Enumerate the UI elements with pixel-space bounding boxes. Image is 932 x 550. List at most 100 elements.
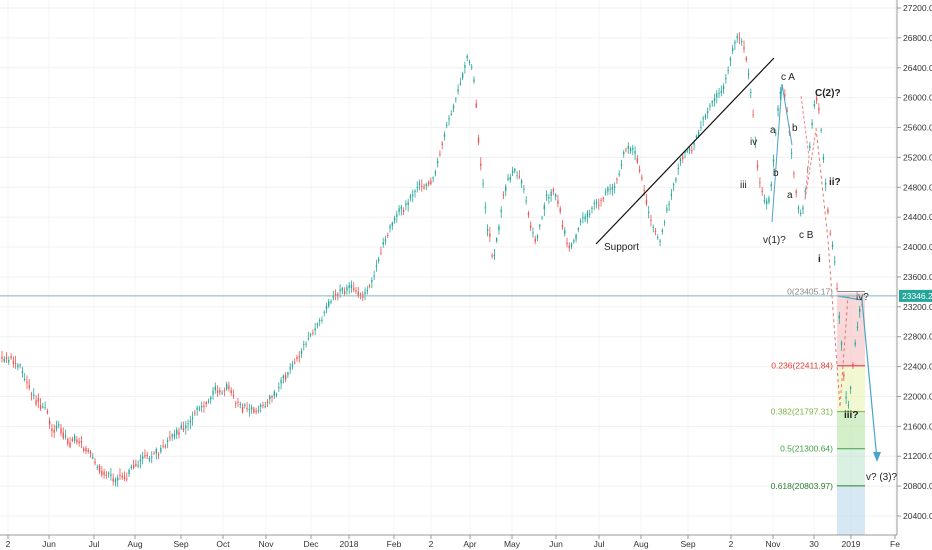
y-tick-label: 27200.00 [903,3,932,13]
candle-body [323,311,325,313]
annotation-support: Support [604,242,639,253]
candle-body [604,191,607,193]
x-tick-label: 2019 [842,539,861,549]
candle-body [561,224,564,228]
candle-body [8,359,10,363]
x-tick-label: 2018 [340,539,359,549]
candle-body [121,475,123,478]
candle-body [688,148,691,151]
y-tick-label: 20800.00 [903,481,932,491]
candle-body [779,91,781,94]
fib-zone-0-0236 [837,293,865,367]
candle-body [107,472,110,474]
candle-body [441,143,443,146]
candle-body [854,342,856,345]
candle-body [707,111,709,114]
candle-body [718,92,720,95]
candle-body [625,149,627,151]
candle-body [475,103,477,108]
candle-body [191,417,194,419]
annotation-ii: ii? [829,177,841,188]
candle-body [772,159,775,162]
x-tick-label: Aug [633,539,648,549]
candle-body [194,412,196,414]
candle-body [743,47,745,50]
support-trendline[interactable] [595,57,775,245]
candle-body [686,150,688,152]
candle-body [461,73,464,79]
candle-body [307,338,310,340]
candle-body [507,177,509,180]
candle-body [346,287,348,291]
candle-body [273,391,275,397]
candle-body [473,79,475,82]
candle-body [24,378,26,380]
candle-body [482,183,484,185]
candle-body [5,357,8,359]
candle-body [117,477,119,481]
candle-body [357,291,359,296]
candle-body [493,254,496,257]
fib-zone-below-0618 [837,487,865,535]
candle-body [525,200,527,202]
candle-body [804,190,806,193]
candle-body [393,217,396,220]
fib-levels-layer: 0(23405.17) 0.236(22411.84) 0.382(21797.31… [771,286,865,491]
candle-body [455,98,457,100]
candle-body [21,370,24,374]
candle-body [416,186,418,188]
candle-body [682,156,684,160]
candle-body [530,225,532,228]
candle-body [579,220,582,223]
candle-body [409,195,412,199]
annotation-c-a: c A [781,72,795,83]
candle-body [834,261,836,263]
candle-body [536,235,539,238]
candle-body [144,455,146,457]
annotation-c-b: c B [799,230,814,241]
candle-body [282,375,285,379]
candle-body [400,206,403,209]
candle-body [784,94,786,97]
candle-body [387,234,389,236]
candle-body [654,231,657,233]
candle-body [355,289,357,292]
candle-body [520,180,523,184]
candle-body [672,184,675,186]
candle-body [491,255,493,257]
candle-body [609,188,611,190]
candle-body [811,122,813,126]
candle-body [697,132,700,136]
x-tick-label: Feb [387,539,402,549]
candle-body [343,291,346,294]
candle-body [105,474,108,477]
y-axis-ticks: 27200.00 26800.00 26400.00 26000.00 25600.00… [897,3,932,521]
candle-body [296,357,298,360]
candle-body [103,471,105,475]
candle-body [829,233,831,235]
candle-body [178,431,180,435]
candle-body [459,83,462,85]
candle-body [350,284,353,288]
x-tick-label: Aug [127,539,142,549]
candle-body [62,432,64,439]
candle-body [573,240,575,242]
candle-body [169,436,171,439]
candle-body [514,168,516,172]
candle-body [786,109,788,112]
candle-body [28,385,30,388]
candle-body [575,234,577,240]
candle-body [414,190,416,193]
candle-body [264,406,266,408]
candle-body [679,158,682,162]
candle-body [278,387,280,389]
candle-body [334,293,337,296]
candle-body [452,105,455,109]
candle-body [822,157,825,160]
candle-body [250,407,253,410]
candle-body [545,194,548,196]
y-tick-label: 24000.00 [903,242,932,252]
candle-body [17,364,19,368]
